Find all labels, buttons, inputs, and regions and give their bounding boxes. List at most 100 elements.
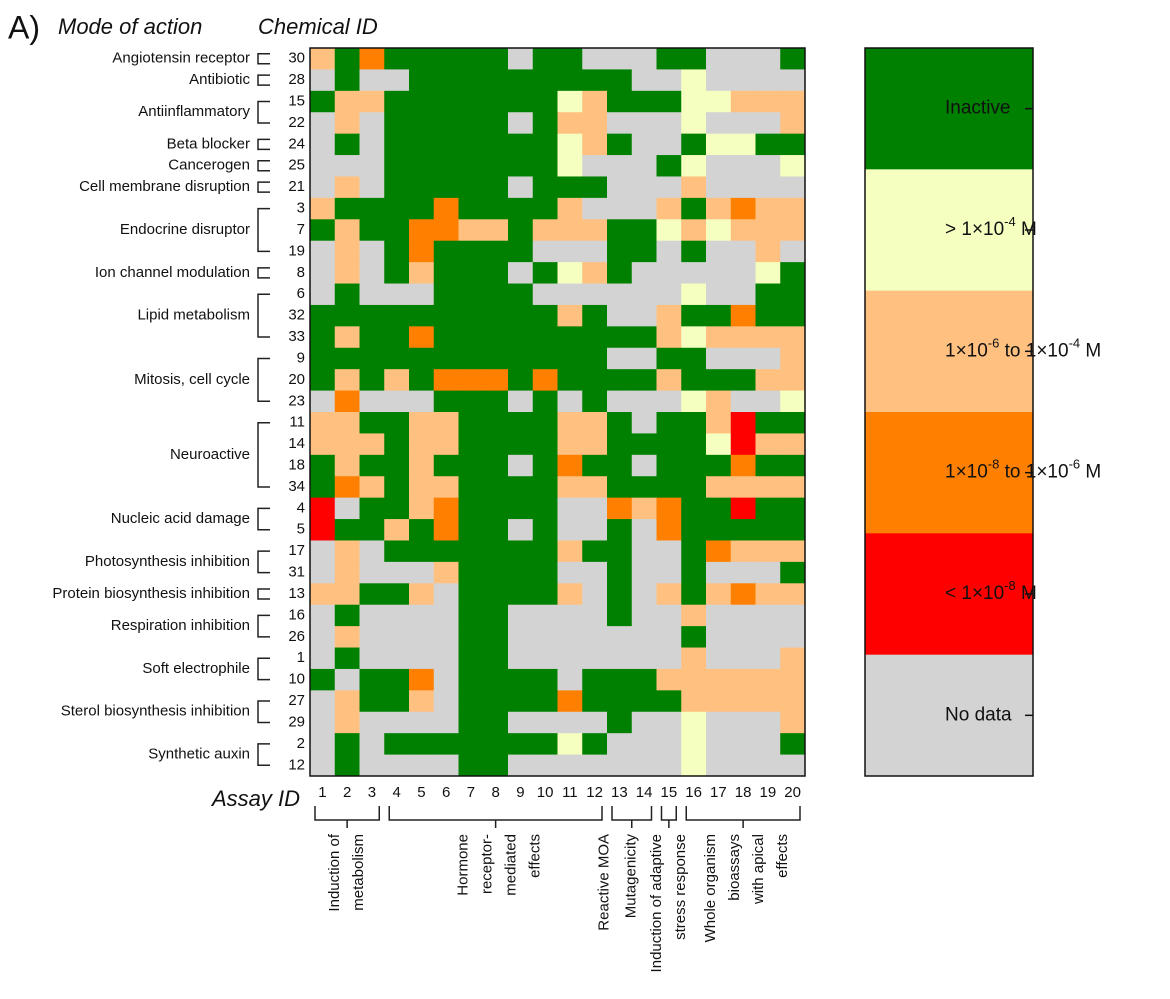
cell: [310, 133, 336, 156]
cell: [706, 433, 732, 456]
legend-label: 1×10-6 to 1×10-4 M: [945, 336, 1101, 362]
assay-id: 8: [491, 784, 499, 801]
cell: [706, 412, 732, 434]
cell: [483, 540, 509, 563]
cell: [557, 219, 583, 242]
legend-sup: -4: [1069, 336, 1081, 351]
cell: [656, 604, 682, 627]
cell: [582, 412, 608, 434]
cell: [532, 540, 558, 563]
cell: [458, 626, 484, 648]
cell: [607, 412, 633, 434]
cell: [681, 369, 707, 391]
cell: [557, 733, 583, 755]
cell: [557, 711, 583, 734]
cell: [483, 433, 509, 456]
cell: [334, 48, 360, 70]
cell: [310, 69, 336, 92]
cell: [458, 48, 484, 70]
cell: [532, 454, 558, 477]
group-label: Neuroactive: [170, 446, 250, 463]
cell: [334, 433, 360, 456]
group-bracket: [257, 74, 270, 86]
legend-label: > 1×10-4 M: [945, 214, 1037, 240]
cell: [730, 583, 756, 606]
cell: [730, 690, 756, 713]
cell: [384, 326, 410, 349]
cell: [557, 176, 583, 199]
cell: [755, 90, 781, 113]
cell: [755, 754, 781, 777]
cell: [359, 369, 385, 391]
cell: [508, 497, 534, 520]
cell: [730, 369, 756, 391]
assay-id: 12: [586, 784, 603, 801]
cell: [681, 197, 707, 220]
cell: [334, 347, 360, 370]
chemical-id: 25: [288, 157, 305, 174]
cell: [433, 519, 459, 541]
cell: [310, 690, 336, 713]
group-bracket: [257, 700, 270, 724]
group-bracket: [257, 614, 270, 638]
cell: [631, 69, 657, 92]
chemical-id: 11: [289, 414, 305, 431]
cell: [730, 754, 756, 777]
cell: [631, 197, 657, 220]
cell: [409, 540, 435, 563]
cell: [483, 197, 509, 220]
cell: [582, 155, 608, 177]
cell: [532, 176, 558, 199]
cell: [681, 668, 707, 691]
cell: [582, 668, 608, 691]
cell: [706, 304, 732, 327]
cell: [310, 283, 336, 306]
cell: [755, 626, 781, 648]
cell: [384, 155, 410, 177]
cell: [582, 304, 608, 327]
cell: [631, 690, 657, 713]
cell: [656, 711, 682, 734]
cell: [656, 540, 682, 563]
cell: [780, 155, 806, 177]
cell: [458, 540, 484, 563]
cell: [780, 219, 806, 242]
cell: [483, 347, 509, 370]
cell: [730, 626, 756, 648]
cell: [755, 519, 781, 541]
assay-id: 7: [467, 784, 475, 801]
cell: [359, 647, 385, 670]
cell: [681, 540, 707, 563]
cell: [706, 519, 732, 541]
cell: [508, 647, 534, 670]
cell: [557, 390, 583, 413]
cell: [557, 647, 583, 670]
cell: [706, 369, 732, 391]
cell: [458, 369, 484, 391]
group-label: Synthetic auxin: [148, 746, 250, 763]
cell: [433, 112, 459, 135]
cell: [433, 561, 459, 584]
cell: [508, 90, 534, 113]
cell: [433, 262, 459, 284]
group-label: Endocrine disruptor: [120, 221, 250, 238]
cell: [508, 540, 534, 563]
heatmap-frame: [309, 47, 806, 777]
cell: [557, 90, 583, 113]
cell: [582, 390, 608, 413]
cell: [656, 412, 682, 434]
group-bracket: [257, 267, 270, 279]
cell: [409, 240, 435, 263]
cell: [582, 604, 608, 627]
cell: [458, 304, 484, 327]
cell: [359, 176, 385, 199]
cell: [631, 733, 657, 755]
cell: [557, 347, 583, 370]
cell: [607, 497, 633, 520]
cell: [607, 48, 633, 70]
cell: [681, 647, 707, 670]
cell: [755, 412, 781, 434]
cell: [656, 390, 682, 413]
cell: [483, 647, 509, 670]
cell: [409, 326, 435, 349]
